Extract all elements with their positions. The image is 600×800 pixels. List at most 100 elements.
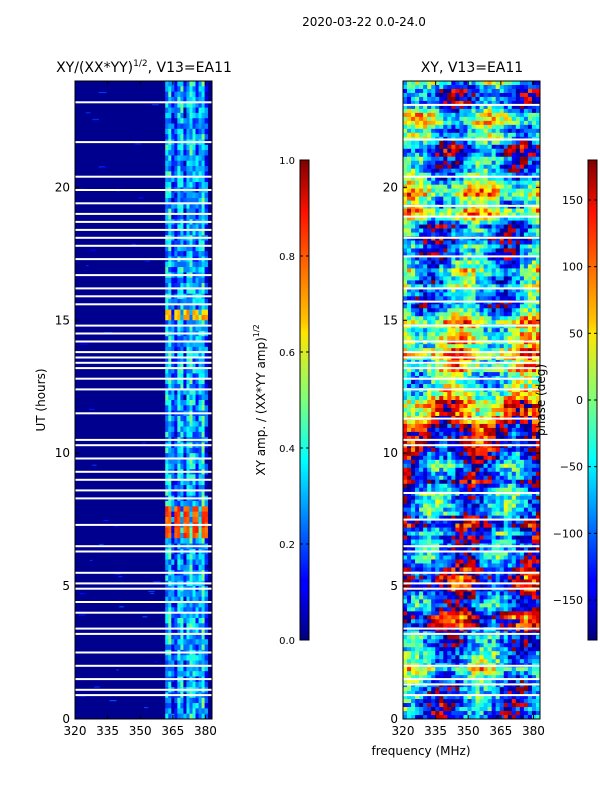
phase-cell (447, 427, 452, 433)
phase-cell (475, 427, 480, 433)
amplitude-cell (177, 203, 181, 209)
phase-cell (527, 212, 533, 217)
amplitude-cell (177, 309, 181, 316)
amplitude-cell (171, 639, 175, 645)
phase-cell (443, 344, 448, 349)
amplitude-cell (168, 378, 172, 385)
amplitude-cell (186, 208, 190, 215)
amplitude-cell (177, 564, 181, 571)
phase-cell (491, 176, 496, 181)
phase-cell (419, 140, 424, 146)
amplitude-cell (180, 357, 184, 364)
phase-cell (451, 168, 456, 174)
amplitude-flagged-row (75, 688, 212, 691)
phase-cell (523, 152, 529, 158)
amplitude-speckle (116, 191, 120, 193)
phase-cell (407, 208, 412, 213)
phase-cell (531, 96, 537, 102)
phase-cell (515, 172, 521, 177)
amplitude-cell (189, 644, 193, 651)
amplitude-cell (168, 192, 172, 199)
phase-cell (483, 380, 488, 385)
phase-cell (515, 439, 521, 445)
phase-cell (447, 248, 452, 253)
amplitude-cell (186, 378, 190, 385)
phase-cell (451, 296, 456, 301)
phase-cell (427, 228, 432, 233)
amplitude-cell (195, 118, 199, 124)
phase-cell (463, 224, 468, 229)
phase-cell (491, 328, 496, 333)
phase-cell (443, 268, 448, 273)
phase-cell (463, 248, 468, 253)
phase-cell (491, 128, 496, 134)
amplitude-cell (180, 681, 184, 688)
phase-cell (435, 435, 440, 441)
phase-cell (483, 200, 488, 205)
amplitude-cell (195, 197, 199, 204)
phase-cell (487, 264, 492, 269)
amplitude-cell (192, 171, 196, 177)
phase-cell (407, 144, 412, 150)
phase-cell (435, 84, 440, 90)
phase-cell (503, 248, 509, 253)
phase-cell (499, 176, 505, 181)
phase-cell (535, 156, 540, 162)
amplitude-cell (198, 309, 202, 316)
phase-cell (451, 192, 456, 197)
amplitude-cell (195, 208, 199, 215)
amplitude-cell (180, 362, 184, 369)
amplitude-cell (195, 501, 199, 507)
phase-cell (503, 152, 509, 158)
phase-cell (511, 116, 517, 122)
amplitude-cell (180, 378, 184, 385)
phase-cell (531, 328, 537, 333)
phase-cell (511, 364, 517, 369)
phase-cell (483, 192, 488, 197)
phase-cell (443, 216, 448, 221)
phase-cell (427, 431, 432, 437)
amplitude-cell (195, 708, 199, 714)
phase-cell (459, 81, 464, 86)
phase-cell (483, 260, 488, 265)
phase-cell (519, 288, 525, 293)
amplitude-cell (183, 325, 187, 332)
amplitude-cell (174, 224, 178, 231)
amplitude-cell (198, 261, 202, 268)
phase-cell (455, 304, 460, 309)
phase-cell (455, 116, 460, 122)
phase-cell (471, 160, 476, 166)
phase-cell (415, 120, 420, 126)
phase-cell (515, 316, 521, 321)
phase-cell (475, 200, 480, 205)
amplitude-cell (171, 527, 175, 534)
amplitude-cell (168, 208, 172, 215)
phase-cell (535, 427, 540, 433)
phase-cell (495, 104, 501, 110)
phase-cell (515, 152, 521, 158)
amplitude-cell (177, 277, 181, 284)
amplitude-cell (198, 166, 202, 172)
amplitude-cell (192, 96, 196, 103)
phase-cell (419, 280, 424, 285)
phase-cell (407, 248, 412, 253)
phase-cell (411, 380, 416, 385)
phase-cell (495, 435, 501, 441)
phase-cell (407, 368, 412, 373)
phase-cell (475, 108, 480, 114)
phase-cell (491, 304, 496, 309)
phase-cell (427, 120, 432, 126)
phase-cell (479, 396, 484, 401)
phase-cell (443, 336, 448, 341)
phase-cell (483, 423, 488, 429)
phase-cell (515, 264, 521, 269)
phase-cell (507, 196, 513, 201)
phase-cell (451, 196, 456, 201)
phase-cell (463, 419, 468, 425)
phase-cell (499, 168, 505, 174)
phase-cell (507, 312, 513, 317)
amplitude-cell (204, 277, 208, 284)
phase-cell (419, 200, 424, 205)
phase-cell (431, 240, 436, 245)
amplitude-cell (198, 112, 202, 119)
